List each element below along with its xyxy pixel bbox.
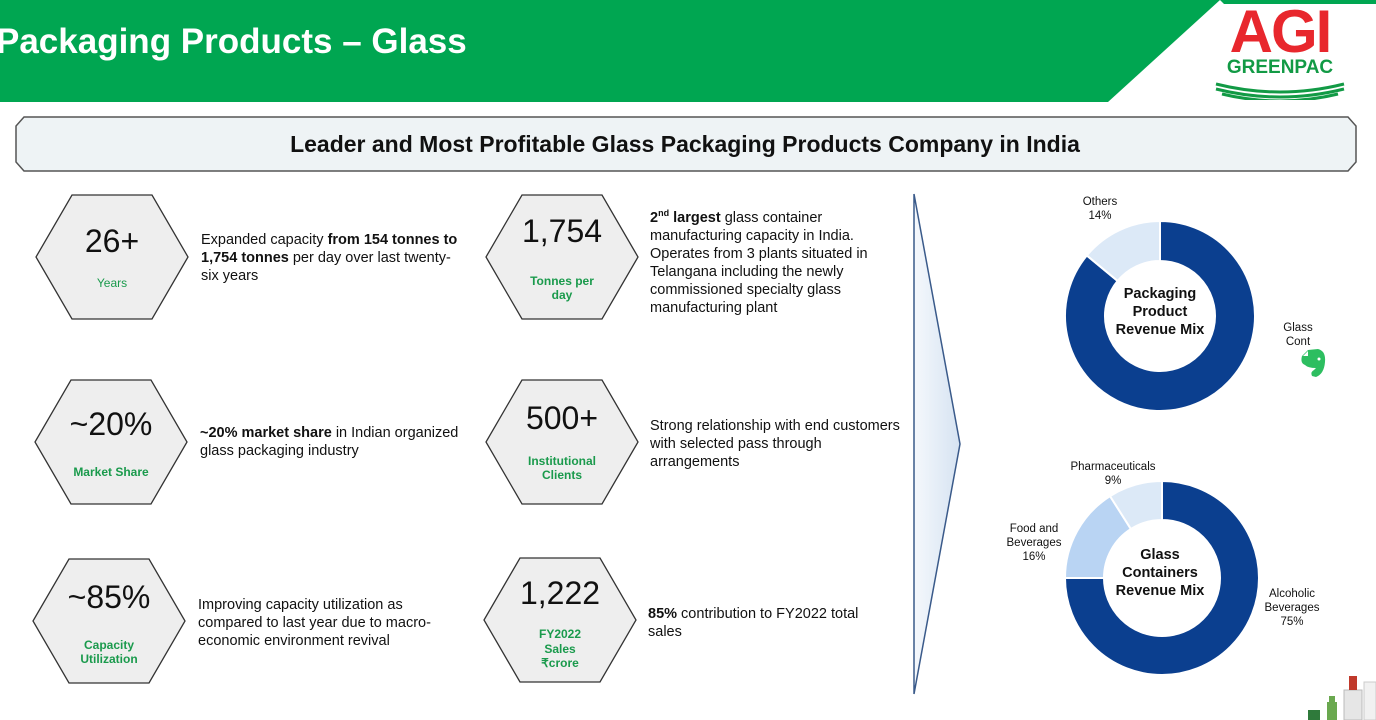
metric-market-share-hexagon: ~20% Market Share [33, 378, 189, 506]
donut-slice-label: Food and Beverages 16% [1006, 523, 1062, 563]
metric-caption-line: Sales [544, 642, 576, 656]
metric-clients-hexagon: 500+ Institutional Clients [484, 378, 640, 506]
logo-wave-icon [1215, 82, 1345, 100]
metric-years-description: Expanded capacity from 154 tonnes to 1,7… [201, 232, 458, 284]
metric-sales-hexagon: 1,222 FY2022 Sales ₹crore [482, 556, 638, 684]
metric-tonnes-hexagon: 1,754 Tonnes per day [484, 193, 640, 321]
donut-center-title: Glass Containers Revenue Mix [1115, 547, 1205, 599]
metric-market-share-description: ~20% market share in Indian organized gl… [200, 425, 459, 459]
metric-caption-line: FY2022 [538, 627, 582, 641]
header-band [0, 0, 1376, 102]
metric-tonnes-description: 2nd largest glass container manufacturin… [650, 208, 868, 316]
metric-capacity-utilization-hexagon: ~85% Capacity Utilization [31, 557, 187, 685]
metric-years-hexagon: 26+ Years [34, 193, 190, 321]
donut-slice-label: Alcoholic Beverages 75% [1264, 588, 1320, 628]
metric-value: 500+ [525, 400, 599, 436]
donut-slice-pharmaceuticals [1108, 480, 1163, 531]
metric-value: 26+ [84, 223, 140, 259]
donut-slice-label: Others 14% [1082, 196, 1118, 222]
donut-slice-glass-containers [1064, 220, 1256, 412]
evernote-icon [1301, 349, 1326, 377]
metric-caption: Capacity Utilization [80, 638, 138, 666]
donut-chart-svg [1064, 480, 1260, 676]
metric-capacity-utilization-description: Improving capacity utilization as compar… [198, 597, 431, 649]
page-title: Packaging Products – Glass [0, 22, 467, 61]
bottles-image [1308, 676, 1376, 720]
donut-chart-svg [1064, 220, 1256, 412]
banner-heading: Leader and Most Profitable Glass Packagi… [290, 131, 1080, 157]
metric-caption: Tonnes per day [530, 274, 594, 302]
donut-slice-others [1085, 220, 1161, 283]
metric-value: ~85% [67, 579, 151, 615]
donut-slice-label: Pharmaceuticals 9% [1070, 461, 1156, 487]
metric-caption: Institutional Clients [528, 454, 596, 482]
banner-background [15, 116, 1357, 172]
logo-wordmark: AGI [1229, 0, 1333, 65]
metric-value: 1,222 [519, 575, 601, 611]
metric-sales-description: 85% contribution to FY2022 total sales [648, 606, 859, 640]
metric-value: ~20% [69, 406, 153, 442]
metric-value: 1,754 [521, 213, 603, 249]
divider-chevron [913, 193, 961, 695]
donut-slice-label: Glass Cont [1283, 322, 1313, 348]
metric-clients-description: Strong relationship with end customers w… [650, 418, 900, 470]
metric-caption: Years [96, 276, 128, 290]
donut-center-title: Packaging Product Revenue Mix [1115, 286, 1205, 338]
metric-caption-line: ₹crore [541, 656, 579, 670]
logo-subtitle: GREENPAC [1226, 57, 1334, 78]
metric-caption: Market Share [73, 465, 149, 479]
donut-slice-alcoholic-beverages [1064, 480, 1260, 676]
